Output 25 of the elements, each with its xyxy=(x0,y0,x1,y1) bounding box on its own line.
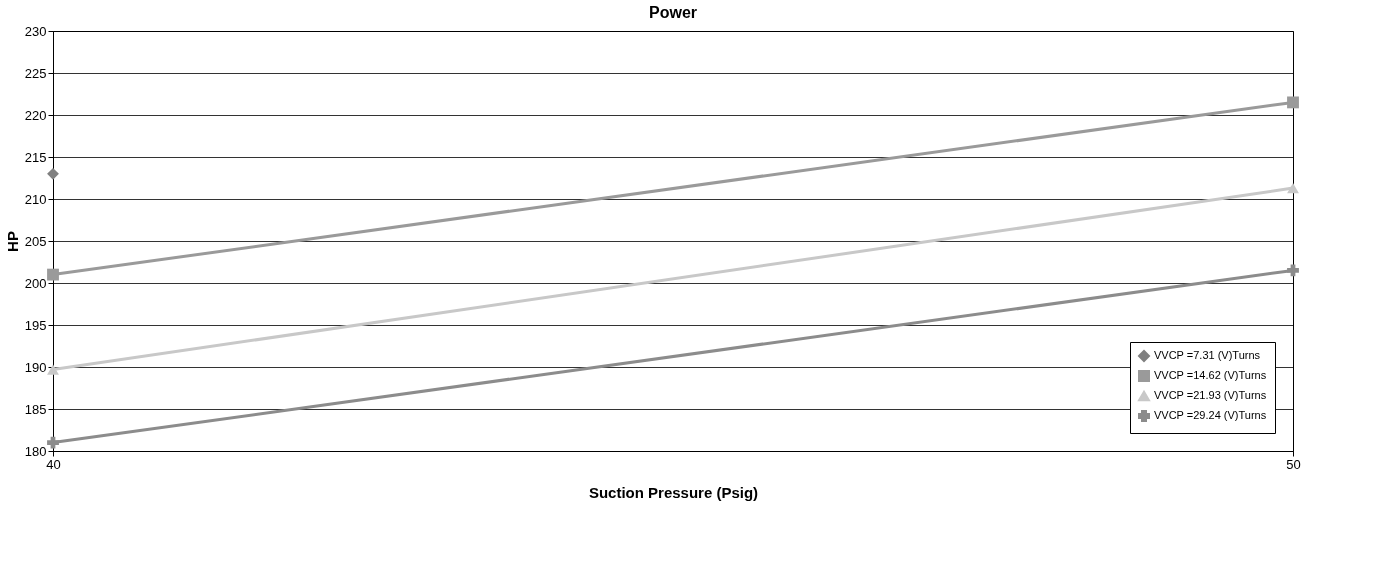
point xyxy=(47,268,59,281)
y-tick-label: 180 xyxy=(24,443,47,459)
x-tick-label: 40 xyxy=(46,456,61,472)
y-tick-label: 230 xyxy=(24,23,47,39)
point xyxy=(1287,96,1299,109)
y-axis-title: HP xyxy=(3,231,21,252)
legend-label: VVCP =21.93 (V)Turns xyxy=(1154,389,1267,401)
legend-label: VVCP =29.24 (V)Turns xyxy=(1154,409,1267,421)
legend-label: VVCP =14.62 (V)Turns xyxy=(1154,369,1267,381)
y-tick-label: 185 xyxy=(24,401,47,417)
y-tick-label: 200 xyxy=(24,275,47,291)
y-tick-label: 220 xyxy=(24,107,47,123)
y-tick-label: 215 xyxy=(24,149,47,165)
point xyxy=(47,167,59,180)
y-tick-label: 210 xyxy=(24,191,47,207)
y-tick-label: 195 xyxy=(24,317,47,333)
legend-label: VVCP =7.31 (V)Turns xyxy=(1154,349,1261,361)
y-tick-label: 225 xyxy=(24,65,47,81)
chart-title: Power xyxy=(648,4,698,21)
x-axis-title: Suction Pressure (Psig) xyxy=(588,483,759,501)
x-tick-label: 50 xyxy=(1286,456,1301,472)
point xyxy=(47,436,59,449)
y-tick-label: 190 xyxy=(24,359,47,375)
point xyxy=(1287,264,1299,277)
y-tick-label: 205 xyxy=(24,233,47,249)
